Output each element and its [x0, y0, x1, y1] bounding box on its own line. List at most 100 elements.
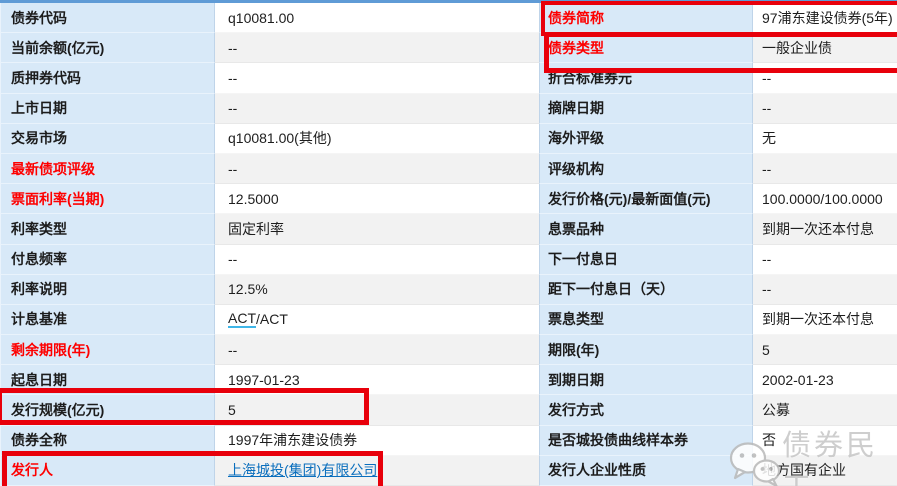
rate-type-label: 利率类型	[0, 214, 215, 245]
maturity-date-label: 到期日期	[539, 365, 753, 396]
issue-price-face-value-value: 100.0000/100.0000	[753, 184, 897, 215]
table-row-latest-bond-rating: 最新债项评级 --	[0, 153, 539, 185]
delisting-date-value: --	[753, 93, 897, 124]
coupon-type-label: 票息类型	[539, 304, 753, 336]
coupon-type-value: 到期一次还本付息	[753, 304, 897, 336]
table-row-listing-date: 上市日期 --	[0, 93, 539, 124]
coupon-rate-current-label: 票面利率(当期)	[0, 184, 215, 215]
days-to-next-payment-value: --	[753, 274, 897, 305]
current-balance-label: 当前余额(亿元)	[0, 33, 215, 64]
coupon-variety-label: 息票品种	[539, 214, 753, 245]
issue-size-value: 5	[215, 395, 539, 426]
issuer-value: 上海城投(集团)有限公司	[215, 455, 539, 486]
table-row-issuer-enterprise-nature: 发行人企业性质 地方国有企业	[539, 455, 897, 486]
remaining-maturity-label: 剩余期限(年)	[0, 335, 215, 366]
table-row-payment-frequency: 付息频率 --	[0, 244, 539, 275]
left-column-group: 债券代码 q10081.00 当前余额(亿元) -- 质押券代码 -- 上市日期 -- 交易市场…	[0, 3, 539, 486]
listing-date-value: --	[215, 93, 539, 124]
remaining-maturity-value: --	[215, 335, 539, 366]
payment-frequency-label: 付息频率	[0, 244, 215, 275]
table-row-rating-agency: 评级机构 --	[539, 153, 897, 185]
table-row-maturity-years: 期限(年) 5	[539, 335, 897, 366]
coupon-variety-value: 到期一次还本付息	[753, 214, 897, 245]
bond-full-name-label: 债券全称	[0, 425, 215, 456]
bond-short-name-label: 债券简称	[539, 3, 753, 34]
issue-method-value: 公募	[753, 395, 897, 426]
table-row-trading-market: 交易市场 q10081.00(其他)	[0, 123, 539, 154]
issue-size-label: 发行规模(亿元)	[0, 395, 215, 426]
pledge-code-value: --	[215, 63, 539, 94]
table-row-coupon-rate-current: 票面利率(当期) 12.5000	[0, 184, 539, 215]
accrual-basis-underlined-term[interactable]: ACT	[228, 310, 256, 329]
trading-market-label: 交易市场	[0, 123, 215, 154]
bond-code-value: q10081.00	[215, 3, 539, 34]
issue-method-label: 发行方式	[539, 395, 753, 426]
table-row-rate-type: 利率类型 固定利率	[0, 214, 539, 245]
table-row-bond-type: 债券类型 一般企业债	[539, 33, 897, 64]
listing-date-label: 上市日期	[0, 93, 215, 124]
value-date-label: 起息日期	[0, 365, 215, 396]
overseas-rating-label: 海外评级	[539, 123, 753, 154]
issuer-link[interactable]: 上海城投(集团)有限公司	[228, 462, 378, 479]
rate-type-value: 固定利率	[215, 214, 539, 245]
table-row-pledge-code: 质押券代码 --	[0, 63, 539, 94]
overseas-rating-value: 无	[753, 123, 897, 154]
table-row-issue-price-face-value: 发行价格(元)/最新面值(元) 100.0000/100.0000	[539, 184, 897, 215]
rating-agency-label: 评级机构	[539, 153, 753, 185]
table-row-days-to-next-payment: 距下一付息日（天） --	[539, 274, 897, 305]
table-row-bond-short-name: 债券简称 97浦东建设债券(5年)	[539, 3, 897, 34]
bond-code-label: 债券代码	[0, 3, 215, 34]
issue-price-face-value-label: 发行价格(元)/最新面值(元)	[539, 184, 753, 215]
maturity-years-label: 期限(年)	[539, 335, 753, 366]
current-balance-value: --	[215, 33, 539, 64]
table-row-delisting-date: 摘牌日期 --	[539, 93, 897, 124]
maturity-years-value: 5	[753, 335, 897, 366]
table-row-coupon-type: 票息类型 到期一次还本付息	[539, 304, 897, 336]
issuer-enterprise-nature-label: 发行人企业性质	[539, 455, 753, 486]
value-date-value: 1997-01-23	[215, 365, 539, 396]
table-row-maturity-date: 到期日期 2002-01-23	[539, 365, 897, 396]
trading-market-value: q10081.00(其他)	[215, 123, 539, 154]
right-column-group: 债券简称 97浦东建设债券(5年) 债券类型 一般企业债 折合标准券元 -- 摘牌日期 -- 海…	[539, 3, 897, 486]
table-row-overseas-rating: 海外评级无	[539, 123, 897, 154]
pledge-code-label: 质押券代码	[0, 63, 215, 94]
table-row-bond-full-name: 债券全称 1997年浦东建设债券	[0, 425, 539, 456]
table-row-remaining-maturity: 剩余期限(年) --	[0, 335, 539, 366]
issuer-enterprise-nature-value: 地方国有企业	[753, 455, 897, 486]
delisting-date-label: 摘牌日期	[539, 93, 753, 124]
rate-description-label: 利率说明	[0, 274, 215, 305]
bond-type-value: 一般企业债	[753, 33, 897, 64]
next-payment-date-label: 下一付息日	[539, 244, 753, 275]
table-row-standard-bond-conversion: 折合标准券元 --	[539, 63, 897, 94]
issuer-label: 发行人	[0, 455, 215, 486]
latest-bond-rating-label: 最新债项评级	[0, 153, 215, 185]
days-to-next-payment-label: 距下一付息日（天）	[539, 274, 753, 305]
is-urban-curve-sample-label: 是否城投债曲线样本券	[539, 425, 753, 456]
table-row-bond-code: 债券代码 q10081.00	[0, 3, 539, 34]
table-row-coupon-variety: 息票品种 到期一次还本付息	[539, 214, 897, 245]
accrual-basis-value: ACT/ACT	[215, 304, 539, 336]
standard-bond-conversion-label: 折合标准券元	[539, 63, 753, 94]
is-urban-curve-sample-value: 否	[753, 425, 897, 456]
rate-description-value: 12.5%	[215, 274, 539, 305]
coupon-rate-current-value: 12.5000	[215, 184, 539, 215]
bond-type-label: 债券类型	[539, 33, 753, 64]
table-row-issuer: 发行人 上海城投(集团)有限公司	[0, 455, 539, 486]
table-row-current-balance: 当前余额(亿元) --	[0, 33, 539, 64]
bond-full-name-value: 1997年浦东建设债券	[215, 425, 539, 456]
next-payment-date-value: --	[753, 244, 897, 275]
rating-agency-value: --	[753, 153, 897, 185]
table-row-value-date: 起息日期 1997-01-23	[0, 365, 539, 396]
table-row-issue-size: 发行规模(亿元) 5	[0, 395, 539, 426]
maturity-date-value: 2002-01-23	[753, 365, 897, 396]
latest-bond-rating-value: --	[215, 153, 539, 185]
table-row-next-payment-date: 下一付息日 --	[539, 244, 897, 275]
table-row-accrual-basis: 计息基准 ACT/ACT	[0, 304, 539, 336]
standard-bond-conversion-value: --	[753, 63, 897, 94]
bond-short-name-value: 97浦东建设债券(5年)	[753, 3, 897, 34]
table-row-issue-method: 发行方式 公募	[539, 395, 897, 426]
accrual-basis-label: 计息基准	[0, 304, 215, 336]
table-row-rate-description: 利率说明 12.5%	[0, 274, 539, 305]
